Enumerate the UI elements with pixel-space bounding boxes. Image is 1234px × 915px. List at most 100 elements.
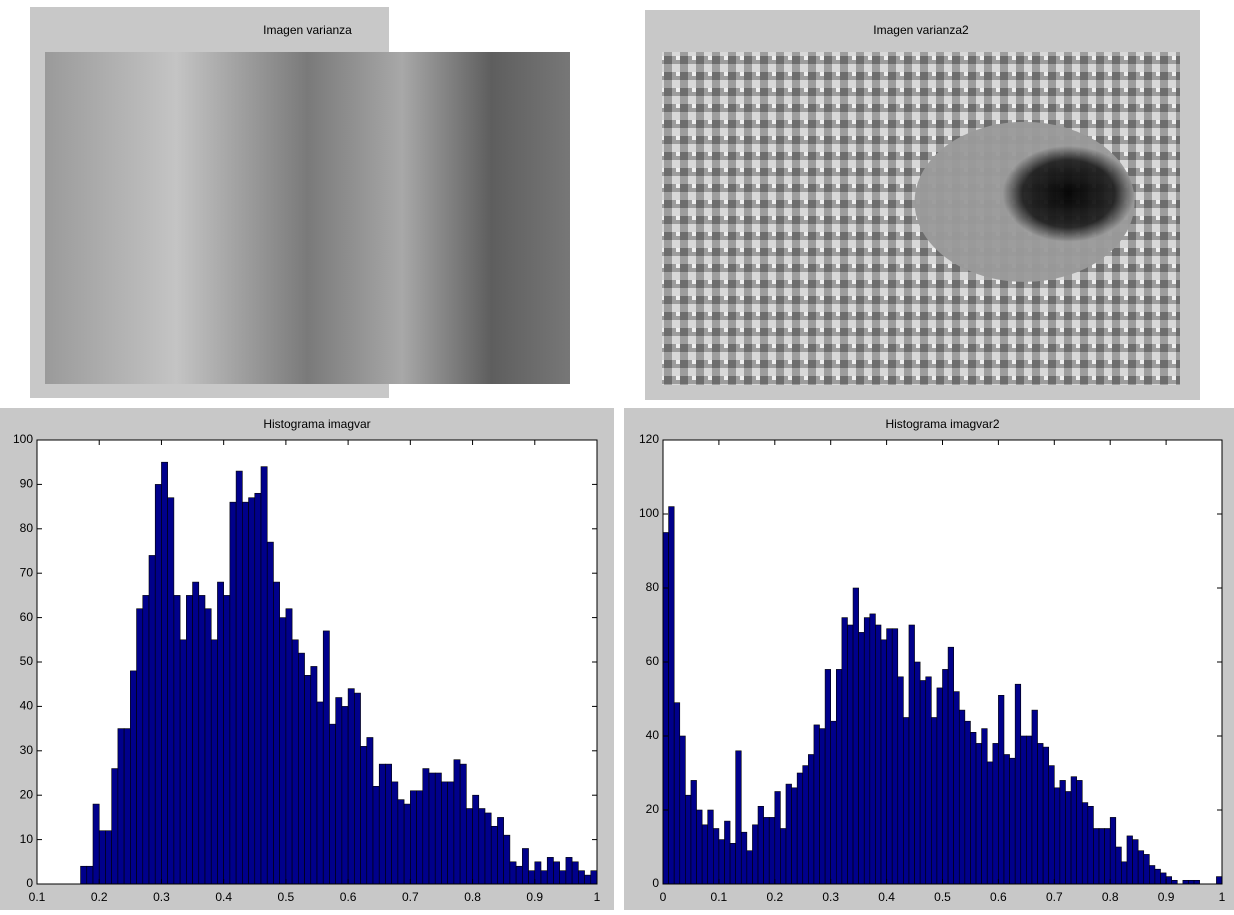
y-tick-label: 20: [20, 787, 34, 801]
x-tick-label: 0.7: [1046, 890, 1063, 904]
y-tick-label: 50: [20, 654, 34, 668]
histogram-bar: [746, 850, 753, 885]
histogram-bar: [503, 834, 511, 885]
histogram-bar: [304, 675, 312, 885]
histogram-bar: [701, 824, 709, 885]
histogram-bar: [472, 794, 480, 885]
histogram-bar: [947, 646, 954, 885]
histogram-bar: [880, 639, 887, 885]
histogram-bar: [774, 791, 781, 885]
histogram-bar: [735, 750, 742, 885]
histogram-bar: [92, 803, 100, 885]
histogram-bar: [279, 617, 287, 885]
histogram-bar: [528, 870, 536, 885]
histogram-bar: [757, 805, 764, 885]
histogram-bar: [335, 697, 343, 885]
y-tick-label: 60: [20, 610, 34, 624]
histogram-bar: [117, 728, 125, 885]
x-tick-label: 0.1: [711, 890, 728, 904]
histogram-bar: [410, 790, 417, 885]
x-tick-label: 0.5: [278, 890, 295, 904]
histogram-bar: [936, 687, 943, 885]
y-tick-label: 100: [13, 432, 33, 446]
histogram-bar: [490, 825, 498, 885]
histogram-bar: [679, 735, 686, 885]
histogram-bar: [662, 532, 669, 885]
histogram-bar: [441, 781, 448, 885]
histogram-bar: [522, 848, 529, 885]
histogram-bar: [142, 595, 150, 885]
histogram-bar: [998, 694, 1005, 885]
histogram-bar: [534, 861, 542, 885]
histogram-bar: [1098, 828, 1105, 885]
histogram-bar: [1149, 865, 1156, 885]
x-tick-label: 0.2: [766, 890, 783, 904]
histogram-bar: [1020, 735, 1027, 885]
histogram-bar: [354, 692, 361, 885]
histogram-bar: [986, 761, 994, 885]
y-tick-label: 40: [646, 728, 660, 742]
histogram-bar: [341, 706, 349, 885]
y-tick-label: 100: [639, 506, 659, 520]
histogram-bar: [891, 628, 899, 885]
histogram-bar: [478, 808, 486, 885]
histogram-bar: [416, 790, 424, 885]
histogram-bar: [179, 639, 187, 885]
histogram-bar: [322, 630, 330, 885]
histogram-bar: [791, 787, 798, 885]
histogram-bar: [186, 595, 193, 885]
histogram-bar: [1081, 802, 1089, 885]
histogram-bar: [802, 765, 809, 885]
histogram-bar: [329, 723, 336, 885]
image-dark-region: [914, 121, 1135, 282]
histogram-bar: [316, 701, 324, 885]
histogram-bar: [863, 617, 871, 885]
histogram-bar: [80, 865, 88, 885]
histogram-bar: [1054, 787, 1061, 885]
histogram-bar: [768, 817, 776, 885]
x-tick-label: 0.6: [340, 890, 357, 904]
histogram-bar: [497, 817, 504, 885]
histogram-bar: [515, 865, 523, 885]
y-tick-label: 0: [26, 876, 33, 890]
histogram-bar: [192, 581, 200, 885]
histogram-bar: [459, 763, 467, 885]
x-tick-label: 1: [1219, 890, 1226, 904]
y-tick-label: 60: [646, 654, 660, 668]
histogram-bar: [785, 783, 792, 885]
histogram-bar: [1109, 817, 1117, 885]
histogram-bar: [260, 466, 268, 885]
histogram-bar: [1014, 683, 1022, 885]
histogram-bar: [808, 754, 815, 885]
histogram-bar: [1076, 780, 1083, 885]
histogram-bar: [130, 670, 137, 885]
plots: Imagen varianza Imagen varianza2 Histogram…: [0, 7, 1234, 910]
chart-title: Histograma imagvar2: [885, 417, 999, 431]
histogram-bar: [1126, 835, 1133, 885]
histogram-bar: [148, 555, 156, 885]
histogram-bar: [360, 746, 368, 885]
histogram-bar: [509, 861, 517, 885]
histogram-bar: [796, 772, 804, 885]
histogram-bar: [378, 763, 386, 885]
histogram-bar: [167, 497, 175, 885]
histogram-bar: [1093, 828, 1100, 885]
histogram-bar: [242, 501, 249, 885]
histogram-bar: [1188, 879, 1195, 885]
histogram-bar: [835, 669, 843, 885]
histogram-bar: [466, 808, 473, 885]
histogram-bar: [86, 865, 94, 885]
histogram-bar: [964, 720, 971, 885]
histogram-bar: [970, 731, 977, 885]
histogram-bar: [886, 628, 893, 885]
y-tick-label: 80: [646, 580, 660, 594]
histogram-bar: [992, 743, 999, 885]
histogram-bar: [1104, 828, 1111, 885]
histogram-bar: [136, 608, 144, 885]
histogram-bar: [1059, 780, 1066, 885]
axes-border: [662, 439, 1223, 885]
y-tick-label: 0: [652, 876, 659, 890]
y-tick-label: 120: [639, 432, 659, 446]
